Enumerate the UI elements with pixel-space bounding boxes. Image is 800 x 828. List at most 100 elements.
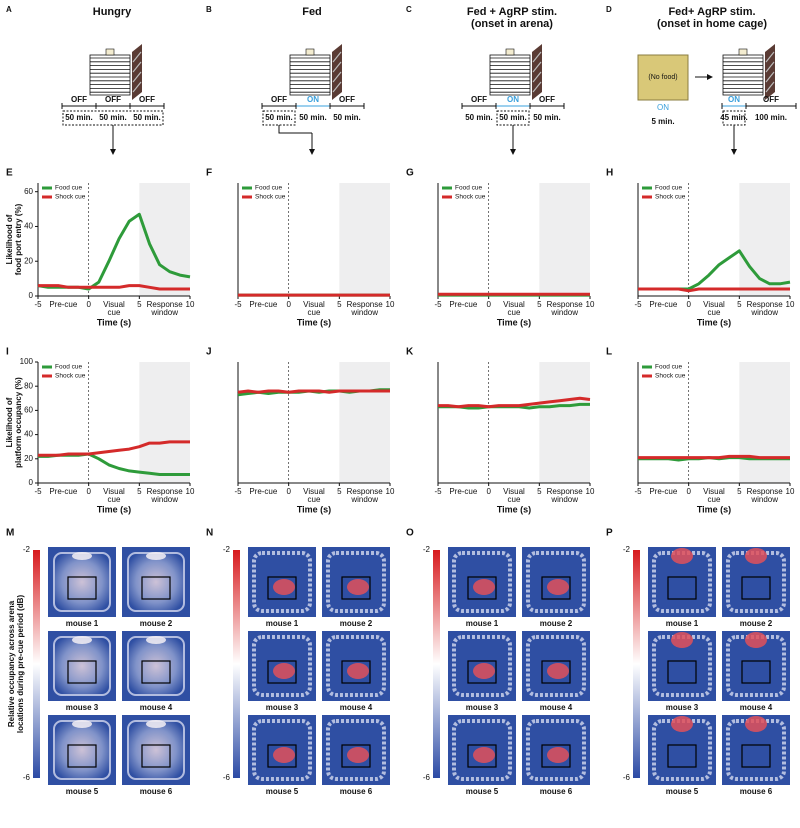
- segment-duration: 50 min.: [133, 113, 161, 122]
- x-tick-label: 10: [186, 300, 195, 309]
- response-window: [539, 362, 590, 483]
- wall-stripe: [765, 81, 775, 93]
- panel-letter: K: [406, 347, 414, 358]
- hotspot: [273, 663, 295, 679]
- x-tick-label: 10: [586, 300, 595, 309]
- food-port: [738, 48, 748, 56]
- segment-duration: 50 min.: [465, 113, 493, 122]
- legend-label: Shock cue: [55, 194, 86, 201]
- home-cage-label: (No food): [648, 74, 677, 81]
- hotspot: [473, 579, 495, 595]
- platform-box: [141, 576, 171, 600]
- x-tick-label: 10: [386, 487, 395, 496]
- hotspot: [72, 552, 92, 560]
- connector: [278, 125, 312, 134]
- platform-box: [141, 744, 171, 768]
- hotspot: [146, 636, 166, 644]
- segment-state: OFF: [271, 95, 287, 104]
- segment-state: ON: [307, 95, 319, 104]
- y-tick-label: 40: [24, 222, 33, 231]
- phase-label: Pre-cue: [649, 487, 678, 496]
- mouse-label: mouse 1: [466, 619, 499, 628]
- legend-label: Food cue: [655, 185, 682, 192]
- platform-box: [541, 744, 571, 768]
- x-axis-label: Time (s): [297, 317, 331, 327]
- mouse-label: mouse 3: [466, 703, 499, 712]
- arena-trace: [326, 635, 386, 697]
- phase-label: Pre-cue: [249, 487, 278, 496]
- legend-label: Shock cue: [255, 194, 286, 201]
- wall-stripe: [332, 81, 342, 93]
- wall-panel: [765, 44, 775, 100]
- x-tick-label: 10: [786, 300, 795, 309]
- x-tick-label: 0: [486, 487, 491, 496]
- x-tick-label: 0: [86, 487, 91, 496]
- phase-label: Response: [547, 487, 584, 496]
- legend-label: Food cue: [55, 185, 82, 192]
- y-tick-label: 20: [24, 454, 33, 463]
- y-tick-label: 20: [24, 256, 33, 265]
- y-axis-label: platform occupancy (%): [14, 377, 23, 468]
- mouse-label: mouse 3: [266, 703, 299, 712]
- segment-duration: 45 min.: [720, 113, 748, 122]
- selection-box: [62, 110, 164, 126]
- segment-state: OFF: [539, 95, 555, 104]
- platform-box: [541, 576, 571, 600]
- x-tick-label: 5: [337, 487, 342, 496]
- phase-label: Response: [347, 300, 384, 309]
- wall-stripe: [332, 61, 342, 73]
- mouse-label: mouse 5: [466, 787, 499, 796]
- platform-box: [467, 744, 497, 768]
- wall-stripe: [532, 51, 542, 63]
- mouse-label: mouse 4: [340, 703, 373, 712]
- panel-letter: A: [6, 5, 12, 14]
- wall-stripe: [532, 81, 542, 93]
- phase-label: Response: [147, 487, 184, 496]
- mouse-label: mouse 2: [140, 619, 173, 628]
- segment-duration: 50 min.: [99, 113, 127, 122]
- x-tick-label: 5: [737, 487, 742, 496]
- x-tick-label: 5: [337, 300, 342, 309]
- hotspot: [671, 548, 693, 564]
- mouse-label: mouse 5: [666, 787, 699, 796]
- legend-label: Shock cue: [55, 373, 86, 380]
- arena-trace: [526, 719, 586, 781]
- series-line: [237, 389, 390, 394]
- arena-trace: [127, 552, 185, 612]
- colorbar-tick-label: -6: [223, 773, 231, 782]
- panel-letter: P: [606, 528, 613, 539]
- arena-trace: [526, 635, 586, 697]
- arena-trace: [452, 551, 512, 613]
- phase-label: Response: [547, 300, 584, 309]
- phase-label: Pre-cue: [449, 487, 478, 496]
- phase-label: window: [150, 495, 178, 504]
- response-window: [739, 183, 790, 296]
- arena-trace: [326, 551, 386, 613]
- response-window: [539, 183, 590, 296]
- y-tick-label: 0: [29, 291, 34, 300]
- arena-trace: [53, 552, 111, 612]
- cage: [289, 54, 331, 96]
- x-tick-label: -5: [634, 487, 642, 496]
- y-tick-label: 60: [24, 187, 33, 196]
- mouse-label: mouse 1: [266, 619, 299, 628]
- y-tick-label: 40: [24, 430, 33, 439]
- series-line: [438, 396, 591, 409]
- phase-label: Pre-cue: [49, 487, 78, 496]
- hotspot: [72, 720, 92, 728]
- mouse-label: mouse 3: [66, 703, 99, 712]
- mouse-label: mouse 6: [740, 787, 773, 796]
- food-port: [305, 48, 315, 56]
- wall-stripe: [132, 51, 142, 63]
- phase-label: window: [750, 495, 778, 504]
- phase-label: Visual: [503, 487, 525, 496]
- series-line: [638, 454, 790, 460]
- arena-trace: [127, 720, 185, 780]
- platform-box: [341, 576, 371, 600]
- mouse-label: mouse 5: [266, 787, 299, 796]
- response-window: [339, 183, 390, 296]
- platform-box: [141, 660, 171, 684]
- x-tick-label: -5: [234, 487, 242, 496]
- food-port: [105, 48, 115, 56]
